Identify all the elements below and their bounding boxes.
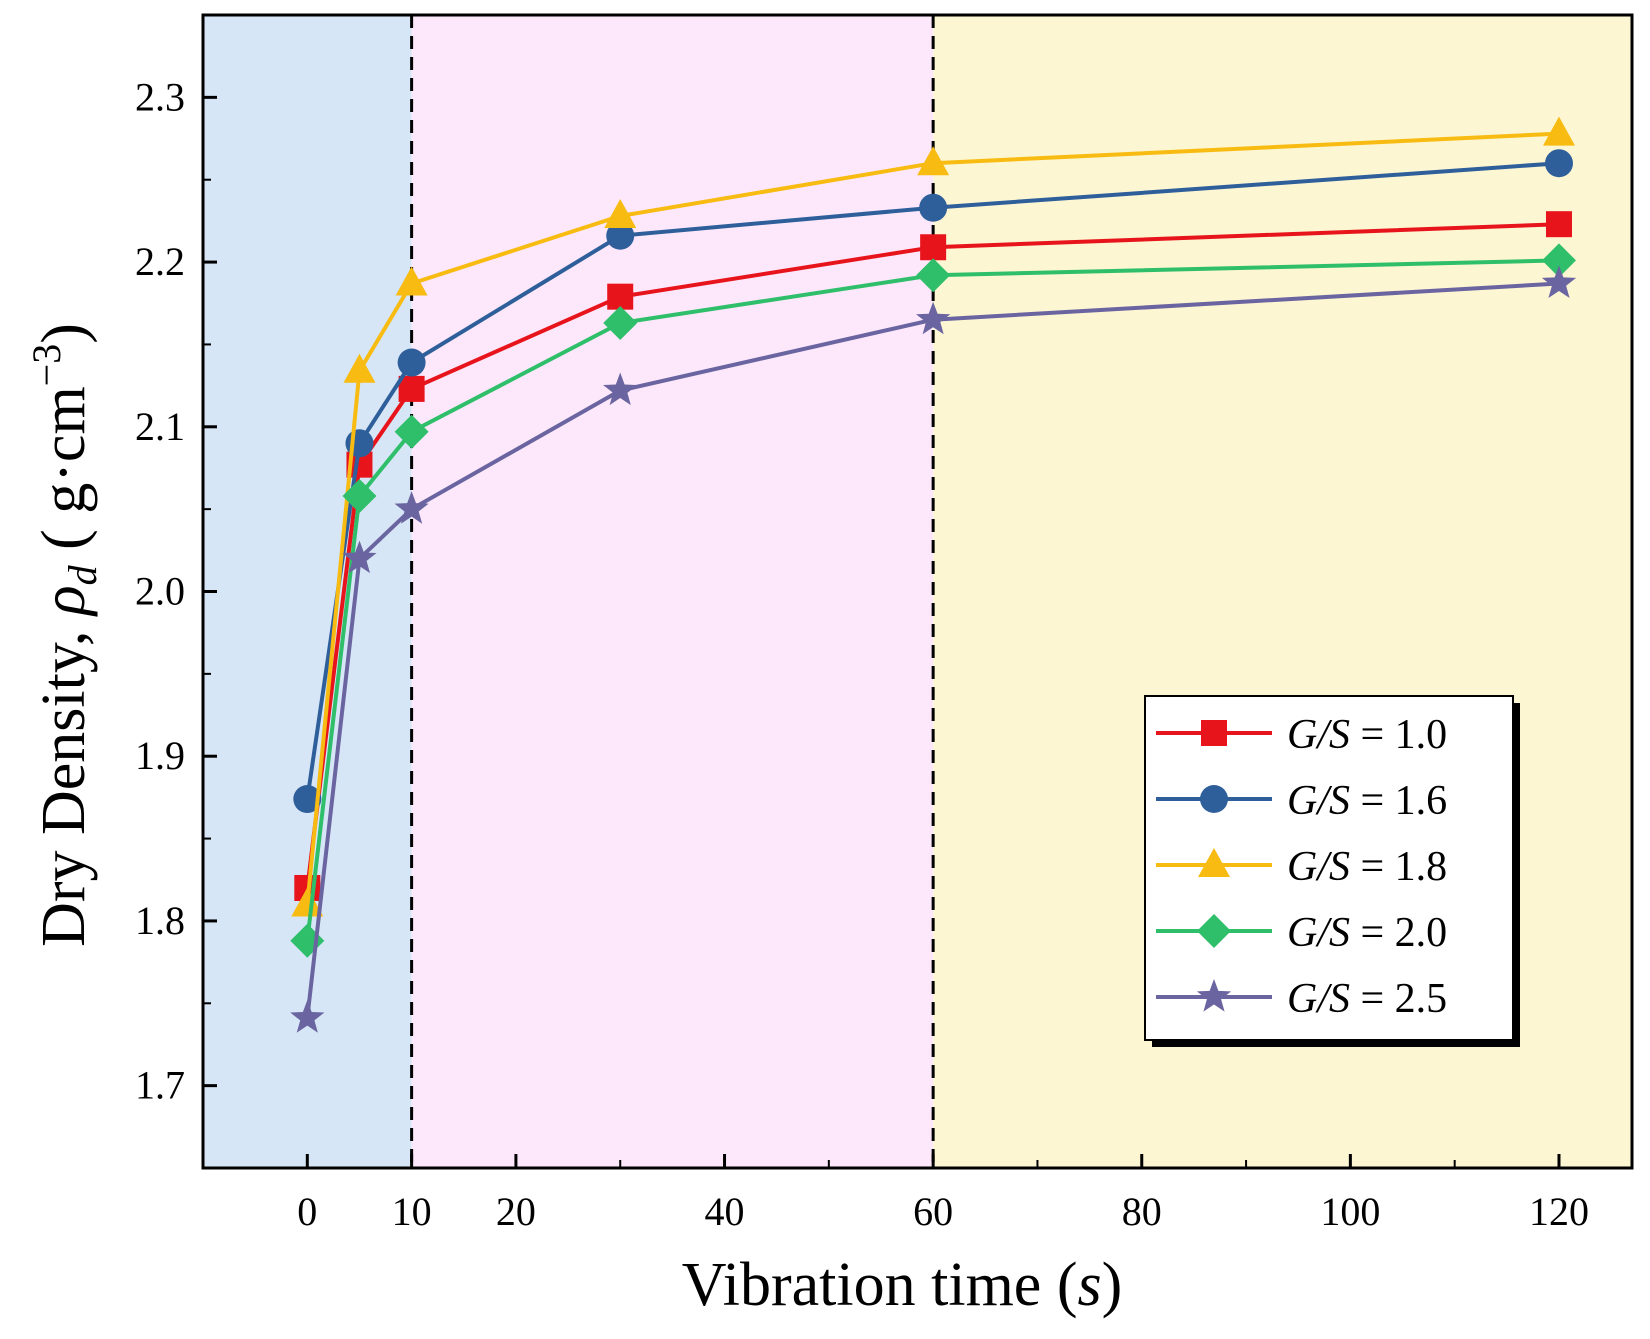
legend-item-1: G/S = 1.0 [1156,712,1447,758]
data-point-s4-x30 [603,306,638,341]
x-axis-ticks: 0 10 20 40 60 80 100 120 [297,1154,1589,1234]
legend-item-5: G/S = 2.5 [1156,976,1447,1022]
legend-item-3: G/S = 1.8 [1156,844,1447,890]
data-point-s4-x60 [916,258,951,293]
data-point-s3-x5 [343,353,376,383]
x-tick-label-120: 120 [1529,1189,1589,1234]
y-axis-title: Dry Density, ρd ( g·cm−3) [24,323,105,947]
x-tick-label-100: 100 [1320,1189,1380,1234]
y-tick-label-2.0: 2.0 [135,569,185,614]
y-tick-label-1.8: 1.8 [135,898,185,943]
background-region-2 [411,15,934,1168]
data-point-s1-x10 [398,375,425,402]
y-tick-label-1.9: 1.9 [135,733,185,778]
data-point-s4-x5 [342,478,377,513]
data-point-s1-x60 [920,234,947,261]
data-point-s3-x10 [395,266,428,296]
data-point-s4-x10 [394,414,429,449]
series-line-3 [305,131,1560,905]
legend-swatch-marker-5 [1196,979,1232,1012]
x-tick-label-80: 80 [1122,1189,1162,1234]
data-point-s3-x120 [1542,116,1575,146]
data-point-s5-x5 [342,540,377,574]
series-5 [290,265,1577,1033]
legend-label-5: G/S = 2.5 [1287,976,1447,1022]
y-tick-label-2.3: 2.3 [135,74,185,119]
y-axis-ticks: 1.7 1.8 1.9 2.0 2.1 2.2 2.3 [135,14,217,1169]
legend-item-2: G/S = 1.6 [1156,778,1447,824]
data-point-s3-x0 [291,887,324,917]
data-point-s2-x30 [606,221,635,250]
data-point-s5-x120 [1541,265,1577,298]
series-layer [290,116,1577,1033]
legend-swatch-marker-4 [1197,914,1231,948]
data-point-s2-x120 [1544,149,1573,178]
x-tick-label-0: 0 [297,1189,317,1234]
data-point-s3-x30 [604,198,637,228]
background-region-1 [203,15,412,1168]
data-point-s3-x60 [917,146,950,176]
x-tick-label-10: 10 [392,1189,432,1234]
legend-items: G/S = 1.0 G/S = 1.6 G/S = 1.8 G/S = 2.0 G/S … [1156,712,1447,1022]
series-line-1 [305,222,1560,889]
data-point-s2-x10 [397,348,426,377]
data-point-s5-x10 [394,491,429,524]
data-point-s2-x0 [293,785,322,814]
x-tick-label-60: 60 [913,1189,953,1234]
data-point-s1-x120 [1545,211,1572,238]
x-axis-title: Vibration time (s) [682,1251,1123,1319]
series-line-5 [305,281,1560,1019]
data-point-s1-x30 [607,283,634,310]
legend-swatch-marker-1 [1201,720,1227,746]
data-point-s5-x30 [603,372,638,406]
legend-swatch-marker-3 [1198,848,1230,877]
legend-swatch-marker-2 [1200,785,1228,813]
y-tick-label-2.1: 2.1 [135,404,185,449]
data-point-s5-x60 [916,301,951,335]
y-tick-label-1.7: 1.7 [135,1063,185,1108]
legend: G/S = 1.0 G/S = 1.6 G/S = 1.8 G/S = 2.0 G/S … [1144,695,1520,1047]
legend-label-4: G/S = 2.0 [1287,910,1447,956]
legend-item-4: G/S = 2.0 [1156,910,1447,956]
data-point-s4-x120 [1541,243,1576,278]
legend-label-1: G/S = 1.0 [1287,712,1447,758]
x-tick-label-40: 40 [705,1189,745,1234]
y-tick-label-2.2: 2.2 [135,239,185,284]
x-tick-label-20: 20 [496,1189,536,1234]
legend-label-2: G/S = 1.6 [1287,778,1447,824]
data-point-s2-x60 [919,193,948,222]
data-point-s5-x0 [290,1000,325,1033]
legend-label-3: G/S = 1.8 [1287,844,1447,890]
series-3 [291,116,1575,917]
